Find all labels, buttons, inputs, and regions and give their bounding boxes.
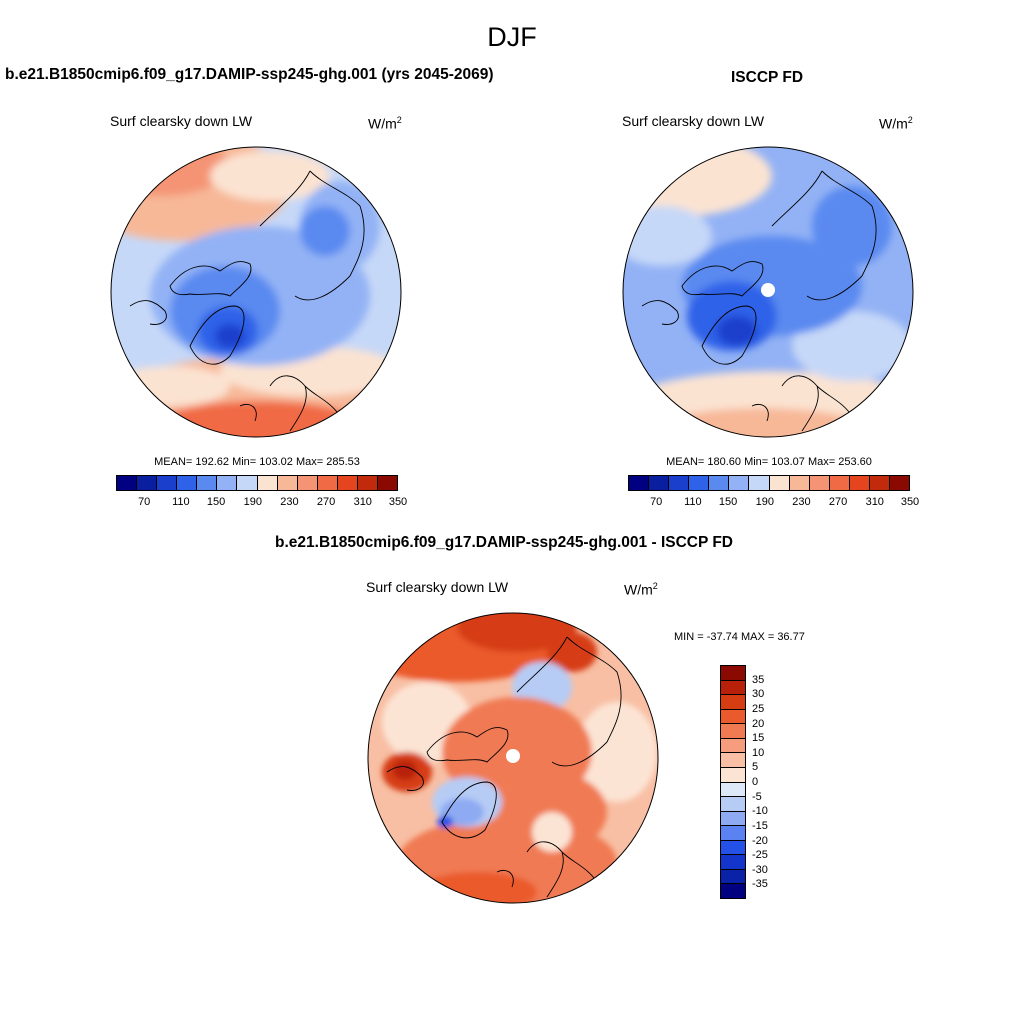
panel3-colorbar [720, 665, 746, 899]
colorbar-tick: 350 [388, 496, 408, 508]
panel2-colorbar [628, 475, 910, 491]
colorbar-tick: 230 [792, 496, 811, 508]
colorbar-tick: 25 [752, 702, 765, 715]
panel3-stats: MIN = -37.74 MAX = 36.77 [674, 631, 805, 643]
panel2-case-title: ISCCP FD [731, 69, 804, 86]
colorbar-tick: 30 [752, 688, 765, 701]
colorbar-tick: 5 [752, 761, 759, 774]
panel2-variable-title: Surf clearsky down LW [622, 113, 765, 129]
colorbar-tick: 10 [752, 746, 765, 759]
colorbar-tick: 350 [900, 496, 920, 508]
colorbar-tick: 70 [650, 496, 663, 508]
colorbar-tick: -15 [752, 819, 768, 832]
colorbar-tick: 0 [752, 776, 759, 788]
panel3-units: W/m2 [624, 581, 658, 598]
colorbar-tick: 150 [206, 496, 226, 508]
colorbar-tick: -35 [752, 878, 768, 891]
panel2-colorbar-ticks: 70 110 150 190 230 270 310 350 [628, 496, 919, 510]
colorbar-tick: 150 [718, 496, 738, 508]
panel3-case-title: b.e21.B1850cmip6.f09_g17.DAMIP-ssp245-gh… [275, 534, 733, 551]
panel1-colorbar [116, 475, 398, 491]
panel1-stats: MEAN= 192.62 Min= 103.02 Max= 285.53 [154, 456, 360, 468]
panel2-polar-map [622, 146, 914, 438]
colorbar-tick: 110 [684, 496, 702, 508]
panel3-variable-title: Surf clearsky down LW [366, 579, 509, 595]
panel3-colorbar-ticks: 35 30 25 20 15 10 5 0 -5 -10 -15 -20 -25… [752, 665, 792, 899]
colorbar-tick: 310 [353, 496, 372, 508]
panel3-polar-map [367, 612, 659, 904]
panel1-case-title: b.e21.B1850cmip6.f09_g17.DAMIP-ssp245-gh… [5, 66, 494, 83]
colorbar-tick: 15 [752, 732, 765, 745]
colorbar-tick: 270 [316, 496, 336, 508]
panel1-colorbar-ticks: 70 110 150 190 230 270 310 350 [116, 496, 407, 510]
colorbar-tick: 190 [243, 496, 262, 508]
colorbar-tick: 270 [828, 496, 848, 508]
panel1-variable-title: Surf clearsky down LW [110, 113, 253, 129]
colorbar-tick: 310 [865, 496, 884, 508]
colorbar-tick: -10 [752, 805, 768, 818]
colorbar-tick: -30 [752, 863, 768, 876]
colorbar-tick: 20 [752, 717, 765, 730]
colorbar-tick: 230 [280, 496, 299, 508]
colorbar-tick: -20 [752, 834, 768, 847]
panel2-units: W/m2 [879, 115, 913, 132]
colorbar-tick: 110 [172, 496, 190, 508]
colorbar-tick: 35 [752, 673, 765, 686]
colorbar-tick: -25 [752, 849, 768, 862]
panel2-stats: MEAN= 180.60 Min= 103.07 Max= 253.60 [666, 456, 872, 468]
figure-title: DJF [487, 22, 537, 52]
panel1-polar-map [110, 146, 402, 438]
panel1-units: W/m2 [368, 115, 402, 132]
colorbar-tick: 190 [755, 496, 774, 508]
colorbar-tick: -5 [752, 790, 762, 803]
colorbar-tick: 70 [138, 496, 151, 508]
